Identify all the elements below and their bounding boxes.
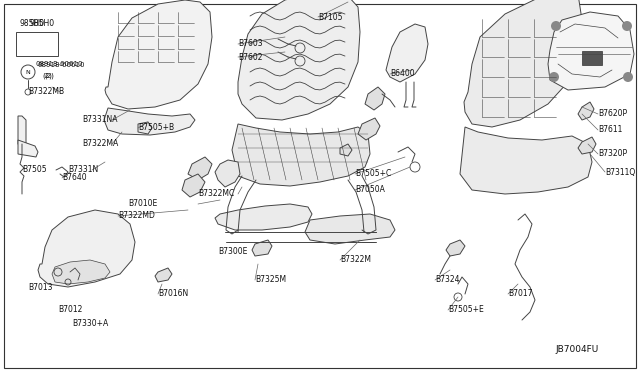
Text: B7640: B7640 [62, 173, 86, 183]
Polygon shape [188, 157, 212, 180]
Polygon shape [105, 0, 212, 109]
Text: B7322MB: B7322MB [28, 87, 64, 96]
Polygon shape [18, 140, 38, 157]
Circle shape [549, 72, 559, 82]
Text: B7322M: B7322M [340, 256, 371, 264]
Text: B7620P: B7620P [598, 109, 627, 119]
Text: B7331NA: B7331NA [82, 115, 118, 125]
Text: B7013: B7013 [28, 282, 52, 292]
Polygon shape [340, 144, 352, 156]
Text: B7505: B7505 [22, 166, 47, 174]
Polygon shape [138, 122, 152, 134]
Polygon shape [460, 127, 592, 194]
Text: B7603: B7603 [238, 39, 262, 48]
Text: B7505+B: B7505+B [138, 124, 174, 132]
Text: B7505+C: B7505+C [355, 170, 391, 179]
Polygon shape [182, 174, 205, 197]
Polygon shape [578, 137, 596, 154]
Polygon shape [548, 12, 634, 90]
Polygon shape [215, 160, 240, 187]
Polygon shape [365, 87, 385, 110]
Polygon shape [18, 116, 26, 148]
Text: B6400: B6400 [390, 70, 415, 78]
Polygon shape [155, 268, 172, 282]
Text: (2): (2) [42, 73, 52, 79]
Text: B7331N: B7331N [68, 166, 99, 174]
Text: B7602: B7602 [238, 52, 262, 61]
Polygon shape [38, 210, 135, 287]
Polygon shape [252, 240, 272, 256]
Text: B7505+E: B7505+E [448, 305, 484, 314]
Text: B7105: B7105 [318, 13, 342, 22]
Text: 985H0: 985H0 [19, 19, 44, 28]
Text: B7016N: B7016N [158, 289, 188, 298]
Text: B7325M: B7325M [255, 276, 286, 285]
Text: N: N [26, 70, 30, 74]
Polygon shape [386, 24, 428, 82]
Text: B7311Q: B7311Q [605, 167, 636, 176]
Text: 08918-60610: 08918-60610 [35, 61, 83, 67]
Text: B7322MC: B7322MC [198, 189, 234, 199]
Circle shape [622, 21, 632, 31]
Bar [16, 32, 58, 56]
Polygon shape [104, 108, 195, 135]
Text: B7324: B7324 [435, 276, 460, 285]
Polygon shape [446, 240, 465, 256]
Polygon shape [464, 0, 582, 127]
Text: B7322MD: B7322MD [118, 212, 155, 221]
Polygon shape [358, 118, 380, 140]
Text: B7330+A: B7330+A [72, 320, 108, 328]
Polygon shape [215, 204, 312, 230]
Text: B7017: B7017 [508, 289, 532, 298]
Text: B7322MA: B7322MA [82, 140, 118, 148]
Polygon shape [305, 214, 395, 244]
Text: B7611: B7611 [598, 125, 622, 135]
Circle shape [551, 21, 561, 31]
Polygon shape [578, 102, 594, 120]
Polygon shape [238, 0, 360, 120]
Text: B7300E: B7300E [218, 247, 248, 257]
Bar [582, 51, 602, 65]
Text: B7050A: B7050A [355, 186, 385, 195]
Polygon shape [232, 124, 370, 186]
Text: JB7004FU: JB7004FU [555, 346, 598, 355]
Text: 985H0: 985H0 [30, 19, 55, 28]
Circle shape [623, 72, 633, 82]
Text: B7012: B7012 [58, 305, 83, 314]
Text: B7010E: B7010E [128, 199, 157, 208]
Polygon shape [52, 260, 110, 284]
Text: (2): (2) [44, 73, 54, 79]
Text: B7320P: B7320P [598, 150, 627, 158]
Text: 08918-60610: 08918-60610 [38, 62, 86, 68]
